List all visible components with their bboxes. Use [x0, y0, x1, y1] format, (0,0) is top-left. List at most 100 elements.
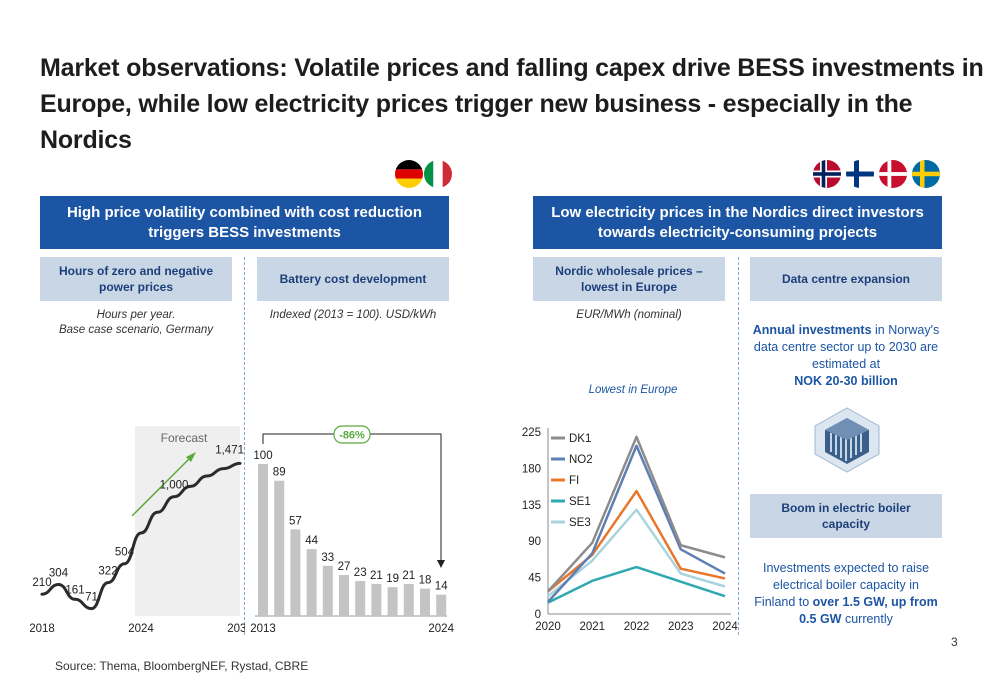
- zero-hours-tick-label: 2030: [227, 623, 245, 635]
- reduction-label: -86%: [339, 430, 365, 442]
- battery-cost-value-label: 100: [253, 450, 272, 462]
- battery-cost-value-label: 44: [305, 535, 318, 547]
- zero-hours-point-label: 1,000: [160, 480, 189, 492]
- norway-flag-icon: [813, 160, 841, 188]
- nordic-series-line-dk1: [547, 435, 726, 593]
- lowest-in-europe-label: Lowest in Europe: [588, 384, 678, 396]
- zero-hours-point-label: 210: [32, 577, 51, 589]
- boiler-text-tail: currently: [841, 612, 893, 626]
- nordic-y-tick-label: 45: [528, 573, 541, 585]
- legend-label-fi: FI: [569, 475, 579, 487]
- zero-hours-point-label: 322: [98, 566, 117, 578]
- denmark-flag-icon: [879, 160, 907, 188]
- nordic-x-tick-label: 2023: [668, 621, 694, 633]
- nordic-y-tick-label: 180: [522, 463, 541, 475]
- battery-cost-value-label: 33: [321, 552, 334, 564]
- zero-hours-tick-label: 2018: [30, 623, 55, 635]
- reduction-arrow-head: [437, 560, 445, 568]
- battery-cost-value-label: 21: [370, 570, 383, 582]
- sub-header-nordic-prices: Nordic wholesale prices – lowest in Euro…: [533, 257, 725, 301]
- reduction-bracket: [262, 433, 442, 560]
- right-divider: [738, 257, 739, 635]
- legend-label-se3: SE3: [569, 517, 591, 529]
- battery-cost-bar: [290, 529, 301, 616]
- sub-header-battery-cost: Battery cost development: [257, 257, 449, 301]
- italy-flag-icon: [424, 160, 452, 188]
- data-centre-text-bold1: Annual investments: [752, 323, 872, 337]
- forecast-arrow: [131, 455, 193, 517]
- data-centre-icon: [813, 406, 881, 474]
- battery-cost-value-label: 18: [419, 575, 432, 587]
- battery-cost-bar: [355, 581, 366, 616]
- battery-cost-value-label: 14: [435, 581, 448, 593]
- boiler-text-body: Investments expected to raise electrical…: [754, 561, 930, 609]
- sub-header-data-centre: Data centre expansion: [750, 257, 942, 301]
- nordic-prices-note: EUR/MWh (nominal): [576, 309, 682, 321]
- zero-hours-point-label: 161: [65, 584, 84, 596]
- forecast-arrow-head: [186, 452, 196, 462]
- zero-hours-point-label: 304: [49, 567, 69, 579]
- nordic-series-line-no2: [547, 444, 726, 603]
- nordic-x-tick-label: 2024: [712, 621, 738, 633]
- left-divider: [244, 257, 245, 635]
- boiler-text-bold: over 1.5 GW, up from 0.5 GW: [799, 595, 938, 626]
- germany-flag-icon: [395, 160, 423, 188]
- nordic-series-line-fi: [547, 489, 726, 593]
- zero-hours-tick-label: 2024: [128, 623, 154, 635]
- sub-header-zero-hours: Hours of zero and negative power prices: [40, 257, 232, 301]
- nordic-y-tick-label: 225: [522, 427, 541, 439]
- battery-cost-bar: [274, 480, 285, 616]
- page-title: Market observations: Volatile prices and…: [40, 54, 984, 154]
- data-centre-text: Annual investments in Norway's data cent…: [752, 322, 940, 390]
- forecast-label: Forecast: [161, 431, 208, 445]
- sub-header-electric-boiler: Boom in electric boiler capacity: [750, 494, 942, 538]
- battery-cost-bar: [306, 549, 317, 616]
- battery-cost-bar: [387, 587, 398, 616]
- nordic-x-tick-label: 2021: [579, 621, 605, 633]
- boiler-text: Investments expected to raise electrical…: [752, 560, 940, 628]
- legend-label-no2: NO2: [569, 454, 593, 466]
- nordic-prices-chart: 0 45 90 135 180 225 2020 2021 2022 2023 2024 DK1 NO…: [522, 427, 739, 633]
- battery-cost-bar: [322, 565, 333, 616]
- nordic-y-tick-label: 90: [528, 536, 541, 548]
- battery-cost-bar: [420, 588, 430, 616]
- battery-cost-bar: [371, 584, 382, 616]
- zero-hours-point-label: 504: [115, 547, 135, 559]
- zero-hours-point-label: 71: [85, 592, 98, 604]
- battery-cost-bar: [258, 464, 268, 616]
- legend-label-se1: SE1: [569, 496, 591, 508]
- legend-label-dk1: DK1: [569, 433, 591, 445]
- page-number: 3: [951, 635, 958, 649]
- right-panel-header: Low electricity prices in the Nordics di…: [533, 196, 942, 249]
- battery-cost-tick-label: 2013: [250, 623, 276, 635]
- battery-cost-bar: [339, 574, 349, 616]
- nordic-series-line-se1: [547, 565, 726, 604]
- battery-cost-value-label: 21: [402, 570, 415, 582]
- zero-hours-note: Hours per year. Base case scenario, Germ…: [58, 309, 214, 336]
- nordic-x-tick-label: 2022: [624, 621, 650, 633]
- nordic-y-tick-label: 135: [522, 500, 541, 512]
- sweden-flag-icon: [912, 160, 940, 188]
- data-centre-text-body: in Norway's data centre sector up to 203…: [753, 323, 940, 371]
- nordic-x-tick-label: 2020: [535, 621, 561, 633]
- battery-cost-value-label: 23: [354, 567, 367, 579]
- nordic-series-line-se3: [547, 508, 726, 598]
- reduction-badge: [333, 425, 371, 444]
- battery-cost-value-label: 19: [386, 573, 399, 585]
- battery-cost-value-label: 57: [289, 515, 302, 527]
- battery-cost-value-label: 89: [273, 467, 286, 479]
- left-panel-header: High price volatility combined with cost…: [40, 196, 449, 249]
- zero-hours-series-line: [40, 461, 242, 611]
- battery-cost-tick-label: 2024: [428, 623, 454, 635]
- nordic-y-tick-label: 0: [535, 609, 541, 621]
- data-centre-text-bold2: NOK 20-30 billion: [794, 374, 898, 388]
- battery-cost-bar: [436, 594, 447, 616]
- battery-cost-note: Indexed (2013 = 100). USD/kWh: [269, 309, 437, 321]
- finland-flag-icon: [846, 160, 874, 188]
- source-note: Source: Thema, BloombergNEF, Rystad, CBR…: [55, 659, 309, 673]
- battery-cost-bar: [403, 584, 414, 616]
- zero-hours-point-label: 1,471: [215, 444, 244, 456]
- battery-cost-value-label: 27: [338, 561, 351, 573]
